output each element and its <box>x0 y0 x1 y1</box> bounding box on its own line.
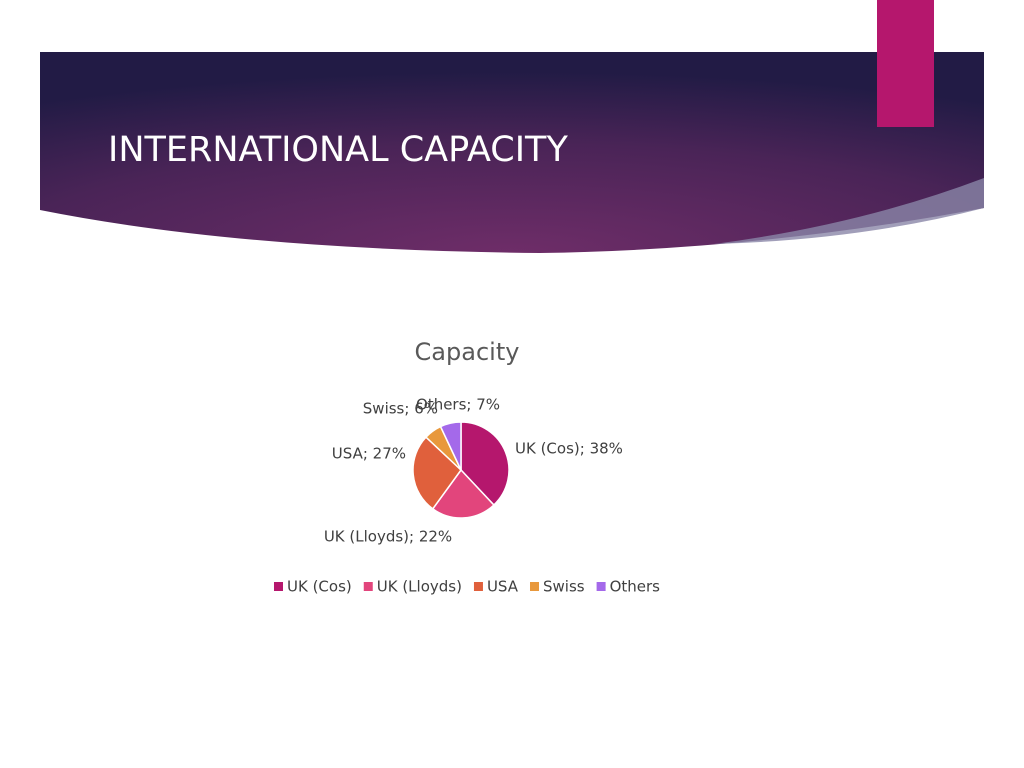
legend-swatch <box>530 582 540 591</box>
legend-swatch <box>596 582 606 591</box>
legend-swatch <box>273 582 283 591</box>
legend-label: Others <box>610 578 661 596</box>
legend-label: UK (Lloyds) <box>377 578 462 596</box>
header-tab <box>877 0 934 127</box>
header-banner <box>40 52 984 253</box>
pie-slice <box>412 436 462 510</box>
chart-title: Capacity <box>415 338 520 366</box>
pie-slice <box>431 468 495 519</box>
data-label: USA; 27% <box>332 445 406 463</box>
legend-label: UK (Cos) <box>287 578 352 596</box>
data-label: Others; 7% <box>416 396 500 414</box>
header-accent <box>714 178 984 244</box>
legend-label: Swiss <box>543 578 585 596</box>
data-label: UK (Cos); 38% <box>515 440 623 458</box>
pie-slice <box>439 421 462 471</box>
legend-label: USA <box>487 578 519 596</box>
data-label: Swiss; 6% <box>363 400 438 418</box>
slide-title: INTERNATIONAL CAPACITY <box>108 130 568 170</box>
legend-swatch <box>363 582 373 591</box>
legend-swatch <box>473 582 483 591</box>
data-label: UK (Lloyds); 22% <box>324 528 452 546</box>
pie-slice <box>460 421 510 507</box>
